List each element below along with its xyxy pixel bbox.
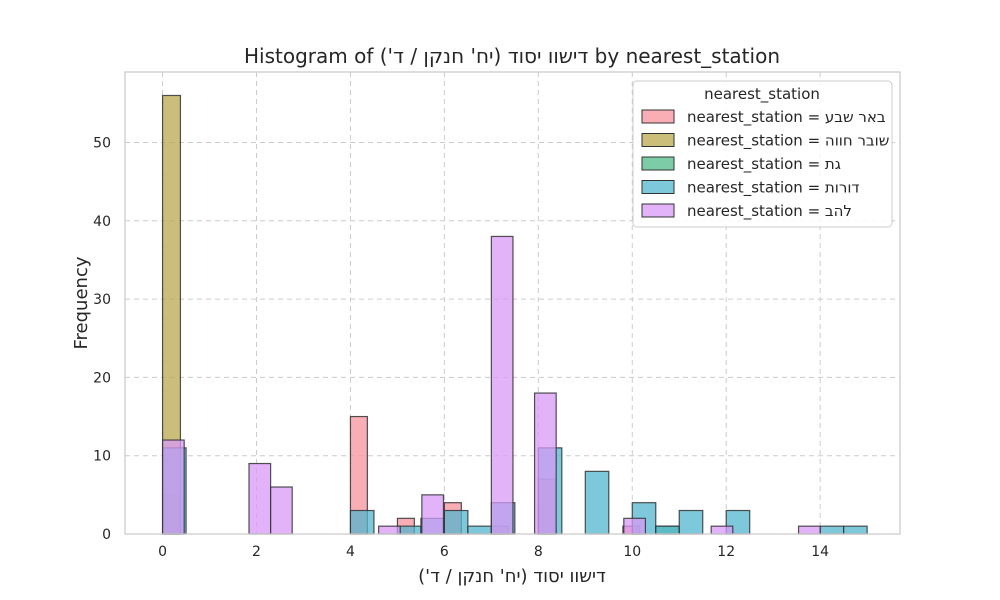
histogram-bar xyxy=(623,517,647,535)
series-4 xyxy=(161,235,821,535)
legend-item: nearest_station = שובר חווה xyxy=(641,132,889,151)
histogram-bar xyxy=(248,462,272,535)
y-tick-label: 10 xyxy=(93,449,111,465)
histogram-bar xyxy=(710,525,734,535)
y-tick-label: 30 xyxy=(93,292,111,308)
chart-title: Histogram of דישוו יסוד (יח' חנקן / ד') … xyxy=(244,44,780,68)
x-tick-label: 14 xyxy=(811,544,829,560)
y-tick-label: 40 xyxy=(93,214,111,230)
y-tick-labels: 0 10 20 30 40 50 xyxy=(93,135,111,543)
histogram-bar xyxy=(467,525,492,535)
legend-item: nearest_station = להב xyxy=(641,202,852,221)
histogram-bar xyxy=(396,525,422,535)
x-tick-label: 2 xyxy=(252,544,261,560)
x-axis-label: דישוו יסוד (יח' חנקן / ד') xyxy=(418,566,606,587)
legend-label: nearest_station = דורות xyxy=(687,179,860,198)
histogram-bar xyxy=(843,525,868,535)
legend-swatch xyxy=(641,203,675,218)
histogram-bar xyxy=(378,525,401,535)
y-tick-label: 50 xyxy=(93,135,111,151)
y-axis-label: Frequency xyxy=(71,256,92,349)
x-tick-label: 6 xyxy=(440,544,449,560)
legend-swatch xyxy=(641,133,675,147)
histogram-bar xyxy=(533,392,557,535)
x-tick-label: 4 xyxy=(346,544,355,560)
legend-label: nearest_station = גת xyxy=(687,155,841,174)
x-tick-label: 0 xyxy=(158,544,167,560)
plot-frame xyxy=(124,71,901,535)
histogram-bar xyxy=(655,525,680,535)
histogram-bar xyxy=(584,470,610,535)
legend-items: nearest_station = באר שבע nearest_station… xyxy=(641,108,889,221)
histogram-bar xyxy=(490,235,514,535)
series-0 xyxy=(161,415,641,535)
histogram-bar xyxy=(270,486,293,535)
legend-item: nearest_station = גת xyxy=(641,155,841,174)
legend-swatch xyxy=(641,180,675,194)
legend-swatch xyxy=(641,109,675,124)
legend-title: nearest_station xyxy=(704,85,820,104)
histogram-bar xyxy=(797,525,821,535)
legend-item: nearest_station = דורות xyxy=(641,179,860,198)
x-tick-label: 10 xyxy=(623,544,641,560)
histogram-bar xyxy=(819,525,845,535)
legend-label: nearest_station = להב xyxy=(687,202,852,221)
legend-label: nearest_station = באר שבע xyxy=(687,108,886,127)
legend-swatch xyxy=(641,156,675,171)
histogram-bar xyxy=(678,509,704,535)
histogram-bar xyxy=(421,494,445,535)
legend-item: nearest_station = באר שבע xyxy=(641,108,886,127)
legend-box xyxy=(632,80,893,228)
legend-label: nearest_station = שובר חווה xyxy=(687,132,889,151)
histogram-bar xyxy=(349,509,375,535)
x-tick-labels: 0 2 4 6 8 10 12 14 xyxy=(158,544,829,560)
histogram-bar xyxy=(161,439,185,535)
y-tick-label: 20 xyxy=(93,370,111,386)
legend: nearest_station nearest_station = באר שב… xyxy=(632,80,893,228)
histogram-bar xyxy=(443,509,469,535)
x-tick-label: 8 xyxy=(534,544,543,560)
x-tick-label: 12 xyxy=(717,544,735,560)
y-tick-label: 0 xyxy=(102,527,111,543)
